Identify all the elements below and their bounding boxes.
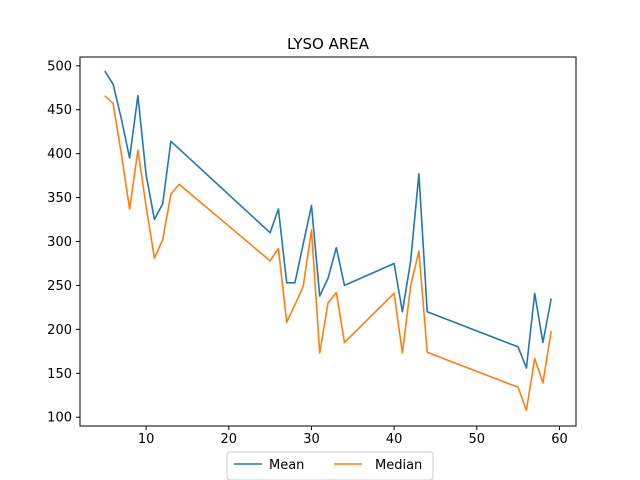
chart-title: LYSO AREA [287,35,370,53]
y-tick-label: 100 [47,411,72,426]
series-line-mean [104,70,552,369]
x-tick-label: 20 [221,432,238,447]
y-tick-label: 500 [47,59,72,74]
legend: Mean Median [226,451,434,480]
x-axis: 10 20 30 40 50 60 [138,426,568,447]
y-tick-label: 450 [47,103,72,118]
x-tick-label: 60 [551,432,568,447]
x-tick-label: 40 [386,432,403,447]
series-line-median [104,95,552,412]
legend-label-median: Median [375,458,422,473]
y-tick-label: 200 [47,323,72,338]
y-tick-label: 400 [47,147,72,162]
x-tick-label: 30 [303,432,320,447]
x-tick-label: 10 [138,432,155,447]
series-layer [104,70,552,412]
y-tick-label: 150 [47,367,72,382]
y-axis: 100 150 200 250 300 350 400 450 500 [47,59,80,426]
y-tick-label: 250 [47,279,72,294]
legend-label-mean: Mean [269,458,304,473]
legend-box [226,451,434,480]
y-tick-label: 350 [47,191,72,206]
x-tick-label: 50 [469,432,486,447]
y-tick-label: 300 [47,235,72,250]
